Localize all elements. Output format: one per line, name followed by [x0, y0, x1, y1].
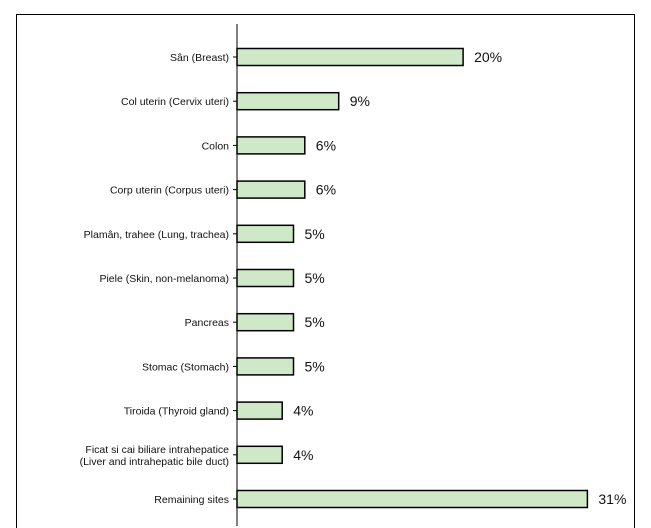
category-label-9-line-0: Ficat si cai biliare intrahepatice [85, 444, 229, 456]
value-label-10: 31% [598, 491, 626, 507]
bars-layer [236, 47, 589, 509]
category-label-6: Pancreas [185, 317, 229, 329]
bar-5 [236, 268, 295, 288]
value-label-4: 5% [305, 226, 325, 242]
bar-6 [236, 312, 295, 332]
category-label-9-line-1: (Liver and intrahepatic bile duct) [80, 456, 229, 468]
value-label-9: 4% [293, 447, 313, 463]
value-label-1: 9% [350, 93, 370, 109]
category-label-2: Colon [202, 140, 230, 152]
value-labels-layer: 20% 9% 6% 6% 5% 5% 5% 5% 4% 4% 31% [293, 49, 626, 507]
value-label-0: 20% [474, 49, 502, 65]
bar-2 [236, 136, 306, 155]
bar-3 [236, 180, 306, 199]
value-label-6: 5% [305, 314, 325, 330]
labels-layer: Sân (Breast) Col uterin (Cervix uteri) Col… [80, 52, 230, 506]
category-label-5: Piele (Skin, non-melanoma) [99, 273, 229, 285]
bar-10 [236, 489, 589, 509]
bar-0 [236, 47, 464, 67]
category-label-3: Corp uterin (Corpus uteri) [110, 185, 229, 197]
category-label-1: Col uterin (Cervix uteri) [121, 96, 229, 108]
value-label-7: 5% [305, 358, 325, 374]
bar-8 [236, 401, 283, 420]
value-label-2: 6% [316, 137, 336, 153]
category-label-8: Tiroida (Thyroid gland) [124, 406, 229, 418]
category-label-10: Remaining sites [154, 494, 229, 506]
category-label-4: Plamân, trahee (Lung, trachea) [84, 229, 229, 241]
value-label-5: 5% [305, 270, 325, 286]
axis-layer [233, 24, 238, 526]
value-label-8: 4% [293, 403, 313, 419]
bar-4 [236, 224, 295, 244]
category-label-7: Stomac (Stomach) [142, 361, 229, 373]
bar-1 [236, 91, 340, 111]
bar-9 [236, 445, 283, 465]
bar-7 [236, 357, 295, 376]
value-label-3: 6% [316, 182, 336, 198]
category-label-0: Sân (Breast) [170, 52, 229, 64]
